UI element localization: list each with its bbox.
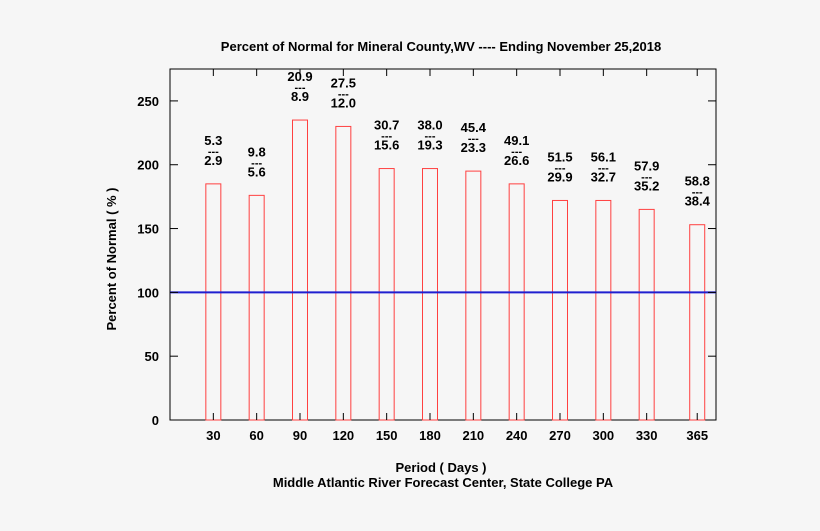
data-label-separator-30: --- <box>208 146 219 158</box>
x-tick-label-150: 150 <box>376 428 398 443</box>
data-label-separator-210: --- <box>468 133 479 145</box>
data-label-normal-240: 26.6 <box>504 153 529 168</box>
data-label-observed-60: 9.8 <box>248 144 266 159</box>
data-label-normal-90: 8.9 <box>291 89 309 104</box>
y-tick-label-0: 0 <box>152 413 159 428</box>
data-label-separator-330: --- <box>641 171 652 183</box>
x-tick-label-30: 30 <box>206 428 220 443</box>
bar-data-labels: 5.3---2.99.8---5.620.9---8.927.5---12.03… <box>204 69 710 209</box>
data-label-normal-300: 32.7 <box>591 169 616 184</box>
data-label-normal-180: 19.3 <box>417 138 442 153</box>
data-label-observed-330: 57.9 <box>634 158 659 173</box>
data-label-observed-270: 51.5 <box>547 149 572 164</box>
credit-line: Middle Atlantic River Forecast Center, S… <box>273 475 614 490</box>
y-tick-label-200: 200 <box>137 158 159 173</box>
x-tick-label-330: 330 <box>636 428 658 443</box>
plot-frame <box>169 68 717 421</box>
y-tick-label-100: 100 <box>137 285 159 300</box>
y-tick-label-50: 50 <box>145 349 159 364</box>
data-label-observed-90: 20.9 <box>287 69 312 84</box>
data-label-normal-365: 38.4 <box>685 194 711 209</box>
x-tick-label-240: 240 <box>506 428 528 443</box>
x-tick-label-90: 90 <box>293 428 307 443</box>
x-axis-label: Period ( Days ) <box>395 460 486 475</box>
y-axis: 0 50 100 150 200 250 <box>137 94 716 428</box>
data-label-separator-150: --- <box>381 131 392 143</box>
data-label-observed-365: 58.8 <box>685 174 710 189</box>
chart-title: Percent of Normal for Mineral County,WV … <box>221 39 661 54</box>
data-label-normal-120: 12.0 <box>331 95 356 110</box>
data-label-separator-270: --- <box>555 162 566 174</box>
y-tick-label-150: 150 <box>137 222 159 237</box>
data-label-observed-210: 45.4 <box>461 120 487 135</box>
data-label-normal-150: 15.6 <box>374 138 399 153</box>
data-label-observed-150: 30.7 <box>374 118 399 133</box>
data-label-separator-365: --- <box>692 187 703 199</box>
data-label-normal-30: 2.9 <box>204 153 222 168</box>
x-axis: 30 60 90 120 150 180 210 240 270 300 330 365 <box>206 69 708 443</box>
data-label-separator-90: --- <box>295 82 306 94</box>
data-label-separator-120: --- <box>338 88 349 100</box>
y-axis-label: Percent of Normal ( % ) <box>104 187 119 330</box>
data-label-observed-30: 5.3 <box>204 133 222 148</box>
data-label-separator-180: --- <box>425 131 436 143</box>
data-label-separator-60: --- <box>251 157 262 169</box>
y-tick-label-250: 250 <box>137 94 159 109</box>
x-tick-label-120: 120 <box>332 428 354 443</box>
data-label-observed-300: 56.1 <box>591 149 616 164</box>
data-label-normal-210: 23.3 <box>461 140 486 155</box>
data-label-separator-240: --- <box>511 146 522 158</box>
x-tick-label-300: 300 <box>592 428 614 443</box>
x-tick-label-210: 210 <box>462 428 484 443</box>
x-tick-label-180: 180 <box>419 428 441 443</box>
data-label-normal-330: 35.2 <box>634 178 659 193</box>
data-label-observed-180: 38.0 <box>417 118 442 133</box>
data-label-normal-270: 29.9 <box>547 169 572 184</box>
data-label-separator-300: --- <box>598 162 609 174</box>
data-label-observed-120: 27.5 <box>331 75 356 90</box>
x-tick-label-270: 270 <box>549 428 571 443</box>
data-label-normal-60: 5.6 <box>248 164 266 179</box>
x-tick-label-365: 365 <box>686 428 708 443</box>
data-label-observed-240: 49.1 <box>504 133 529 148</box>
x-tick-label-60: 60 <box>249 428 263 443</box>
